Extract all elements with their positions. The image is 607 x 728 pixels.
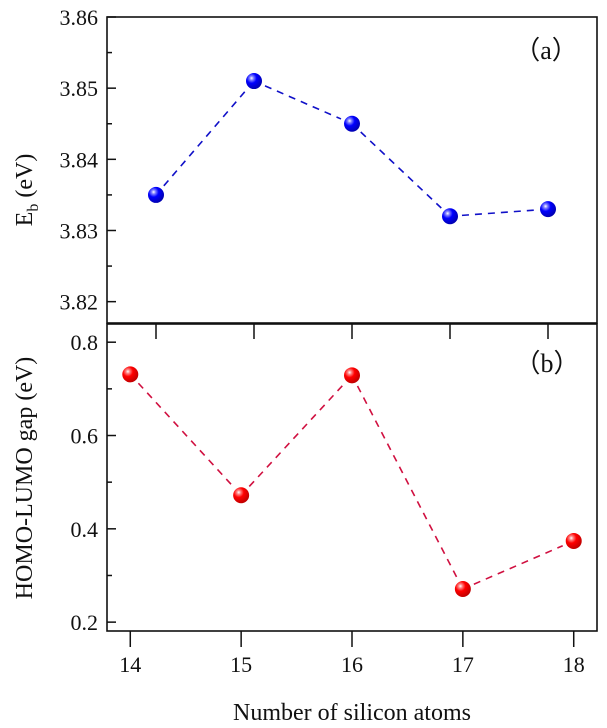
- panel-b-y-tick-label: 0.2: [71, 610, 99, 635]
- panel-b-data-point: [233, 487, 250, 504]
- panel-b-series-segment: [137, 382, 234, 487]
- panel-b-frame: [106, 323, 598, 632]
- panel-b-x-tick-label: 18: [563, 652, 585, 677]
- panel-a-y-axis-title-sub: b: [25, 204, 42, 212]
- panel-b-data-point: [122, 366, 139, 383]
- panel-b-ticks: 0.2 0.4 0.6 0.8 14 15 16 17 18: [71, 330, 585, 677]
- panel-b-y-tick-label: 0.8: [71, 330, 99, 355]
- panel-a-data-point: [344, 115, 360, 132]
- panel-a-y-axis-title-unit: (eV): [12, 154, 38, 204]
- panel-b-x-tick-label: 17: [452, 652, 474, 677]
- panel-b-series-segment: [473, 544, 564, 585]
- x-axis-title: Number of silicon atoms: [233, 700, 471, 726]
- panel-b-data-point: [565, 532, 582, 549]
- panel-a-y-tick-label: 3.85: [60, 76, 99, 101]
- panel-a-series-segment: [163, 89, 247, 187]
- panel-b-series-segment: [248, 383, 345, 487]
- panel-a-ticks: 3.82 3.83 3.84 3.85 3.86: [60, 5, 549, 339]
- panel-a-y-axis-title-main: E: [12, 212, 38, 227]
- panel-b-data-point: [344, 367, 360, 384]
- panel-a-series-segment: [264, 85, 342, 120]
- panel-a-y-tick-label: 3.84: [60, 147, 99, 172]
- panel-a-y-tick-label: 3.86: [60, 5, 99, 30]
- panel-a-y-tick-label: 3.82: [60, 290, 99, 315]
- panel-b-y-tick-label: 0.4: [71, 517, 99, 542]
- panel-b-lines: [137, 382, 564, 585]
- panel-a-data-point: [148, 186, 164, 203]
- panel-b-data-point: [454, 581, 471, 598]
- panel-b-homo-lumo-gap: 0.2 0.4 0.6 0.8 14 15 16 17 18 （b） HOMO-LUMO gap…: [12, 323, 598, 726]
- panel-a-y-axis-title: Eb (eV): [12, 154, 42, 227]
- panel-b-y-axis-title: HOMO-LUMO gap (eV): [12, 357, 38, 600]
- panel-a-series-segment: [360, 131, 442, 209]
- panel-a-data-point: [246, 73, 262, 90]
- panel-a-label: （a）: [514, 36, 578, 65]
- panel-a-binding-energy: 3.82 3.83 3.84 3.85 3.86 （a） Eb (eV): [12, 5, 598, 339]
- panel-b-x-tick-label: 15: [230, 652, 252, 677]
- panel-b-y-tick-label: 0.6: [71, 424, 99, 449]
- panel-a-series-segment: [461, 209, 537, 217]
- panel-a-data-point: [540, 201, 556, 218]
- panel-a-y-tick-label: 3.83: [60, 218, 99, 243]
- panel-a-data-point: [442, 208, 458, 225]
- panel-b-x-tick-label: 14: [119, 652, 141, 677]
- panel-a-points: [148, 73, 556, 225]
- panel-b-series-segment: [356, 385, 459, 579]
- panel-a-lines: [163, 85, 537, 217]
- panel-b-points: [122, 366, 582, 598]
- panel-b-x-tick-label: 16: [341, 652, 363, 677]
- panel-a-frame: [106, 16, 598, 324]
- panel-b-label: （b）: [514, 349, 579, 378]
